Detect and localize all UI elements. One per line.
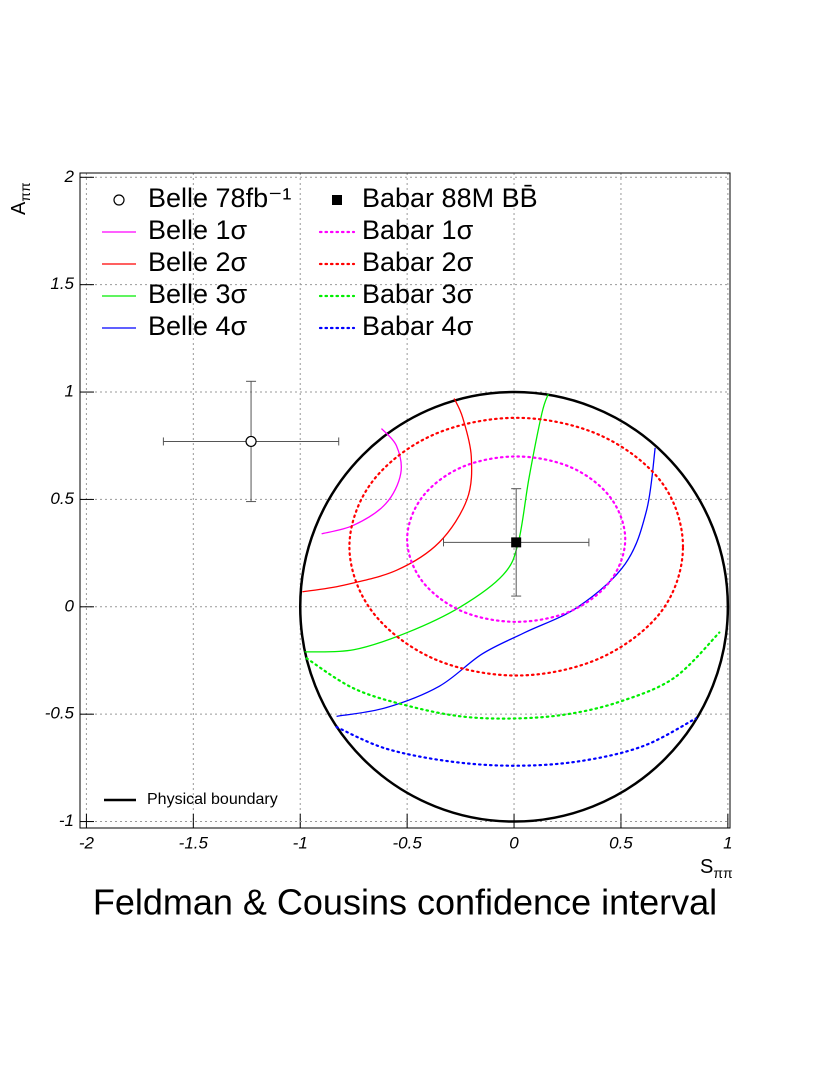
- legend-label: Belle 78fb⁻¹: [148, 183, 291, 213]
- data-point: [511, 537, 522, 548]
- legend-label: Babar 4σ: [362, 311, 474, 341]
- legend-label: Babar 3σ: [362, 279, 474, 309]
- x-axis-label-sub: ππ: [713, 865, 733, 881]
- contour-line: [304, 393, 549, 653]
- x-tick-label: 0: [509, 833, 519, 852]
- y-tick-label: 0.5: [50, 489, 74, 508]
- data-point: [245, 435, 257, 448]
- legend-marker: [332, 195, 342, 205]
- plot-frame: [79, 172, 731, 829]
- x-tick-label: -2: [79, 833, 95, 852]
- contour-line: [302, 398, 473, 593]
- y-axis-label-main: A: [8, 201, 30, 215]
- x-tick-label: -1.5: [179, 833, 209, 852]
- legend-label: Babar 1σ: [362, 215, 474, 245]
- x-tick-label: 0.5: [609, 833, 633, 852]
- legend-label: Belle 1σ: [148, 215, 248, 245]
- contour-line: [336, 447, 656, 717]
- legend-label: Babar 88M BB̄: [362, 183, 538, 213]
- y-tick-label: -0.5: [45, 704, 75, 723]
- x-tick-label: -0.5: [392, 833, 422, 852]
- y-axis-label: Aππ: [8, 182, 32, 215]
- legend-label: Babar 2σ: [362, 247, 474, 277]
- contour-line: [335, 717, 697, 767]
- x-tick-label: -1: [293, 833, 308, 852]
- y-tick-label: 1.5: [50, 274, 74, 293]
- legend-label: Physical boundary: [147, 791, 278, 808]
- legend-label: Belle 3σ: [148, 279, 248, 309]
- contour-line: [321, 428, 402, 535]
- x-axis-label: Sππ: [700, 856, 733, 880]
- y-tick-label: 0: [65, 596, 75, 615]
- contour-line: [348, 416, 685, 677]
- legend-marker: [113, 194, 125, 206]
- y-tick-label: 2: [64, 167, 75, 186]
- legend-label: Belle 4σ: [148, 311, 248, 341]
- x-tick-label: 1: [723, 833, 732, 852]
- chart-title: Feldman & Cousins confidence interval: [93, 882, 717, 923]
- contour-line: [406, 455, 627, 623]
- legend-label: Belle 2σ: [148, 247, 248, 277]
- x-axis-label-main: S: [700, 856, 713, 878]
- y-axis-label-sub: ππ: [17, 182, 33, 202]
- physical-boundary: [298, 390, 730, 823]
- contour-line: [305, 631, 721, 720]
- y-tick-label: 1: [65, 382, 74, 401]
- y-tick-label: -1: [59, 811, 74, 830]
